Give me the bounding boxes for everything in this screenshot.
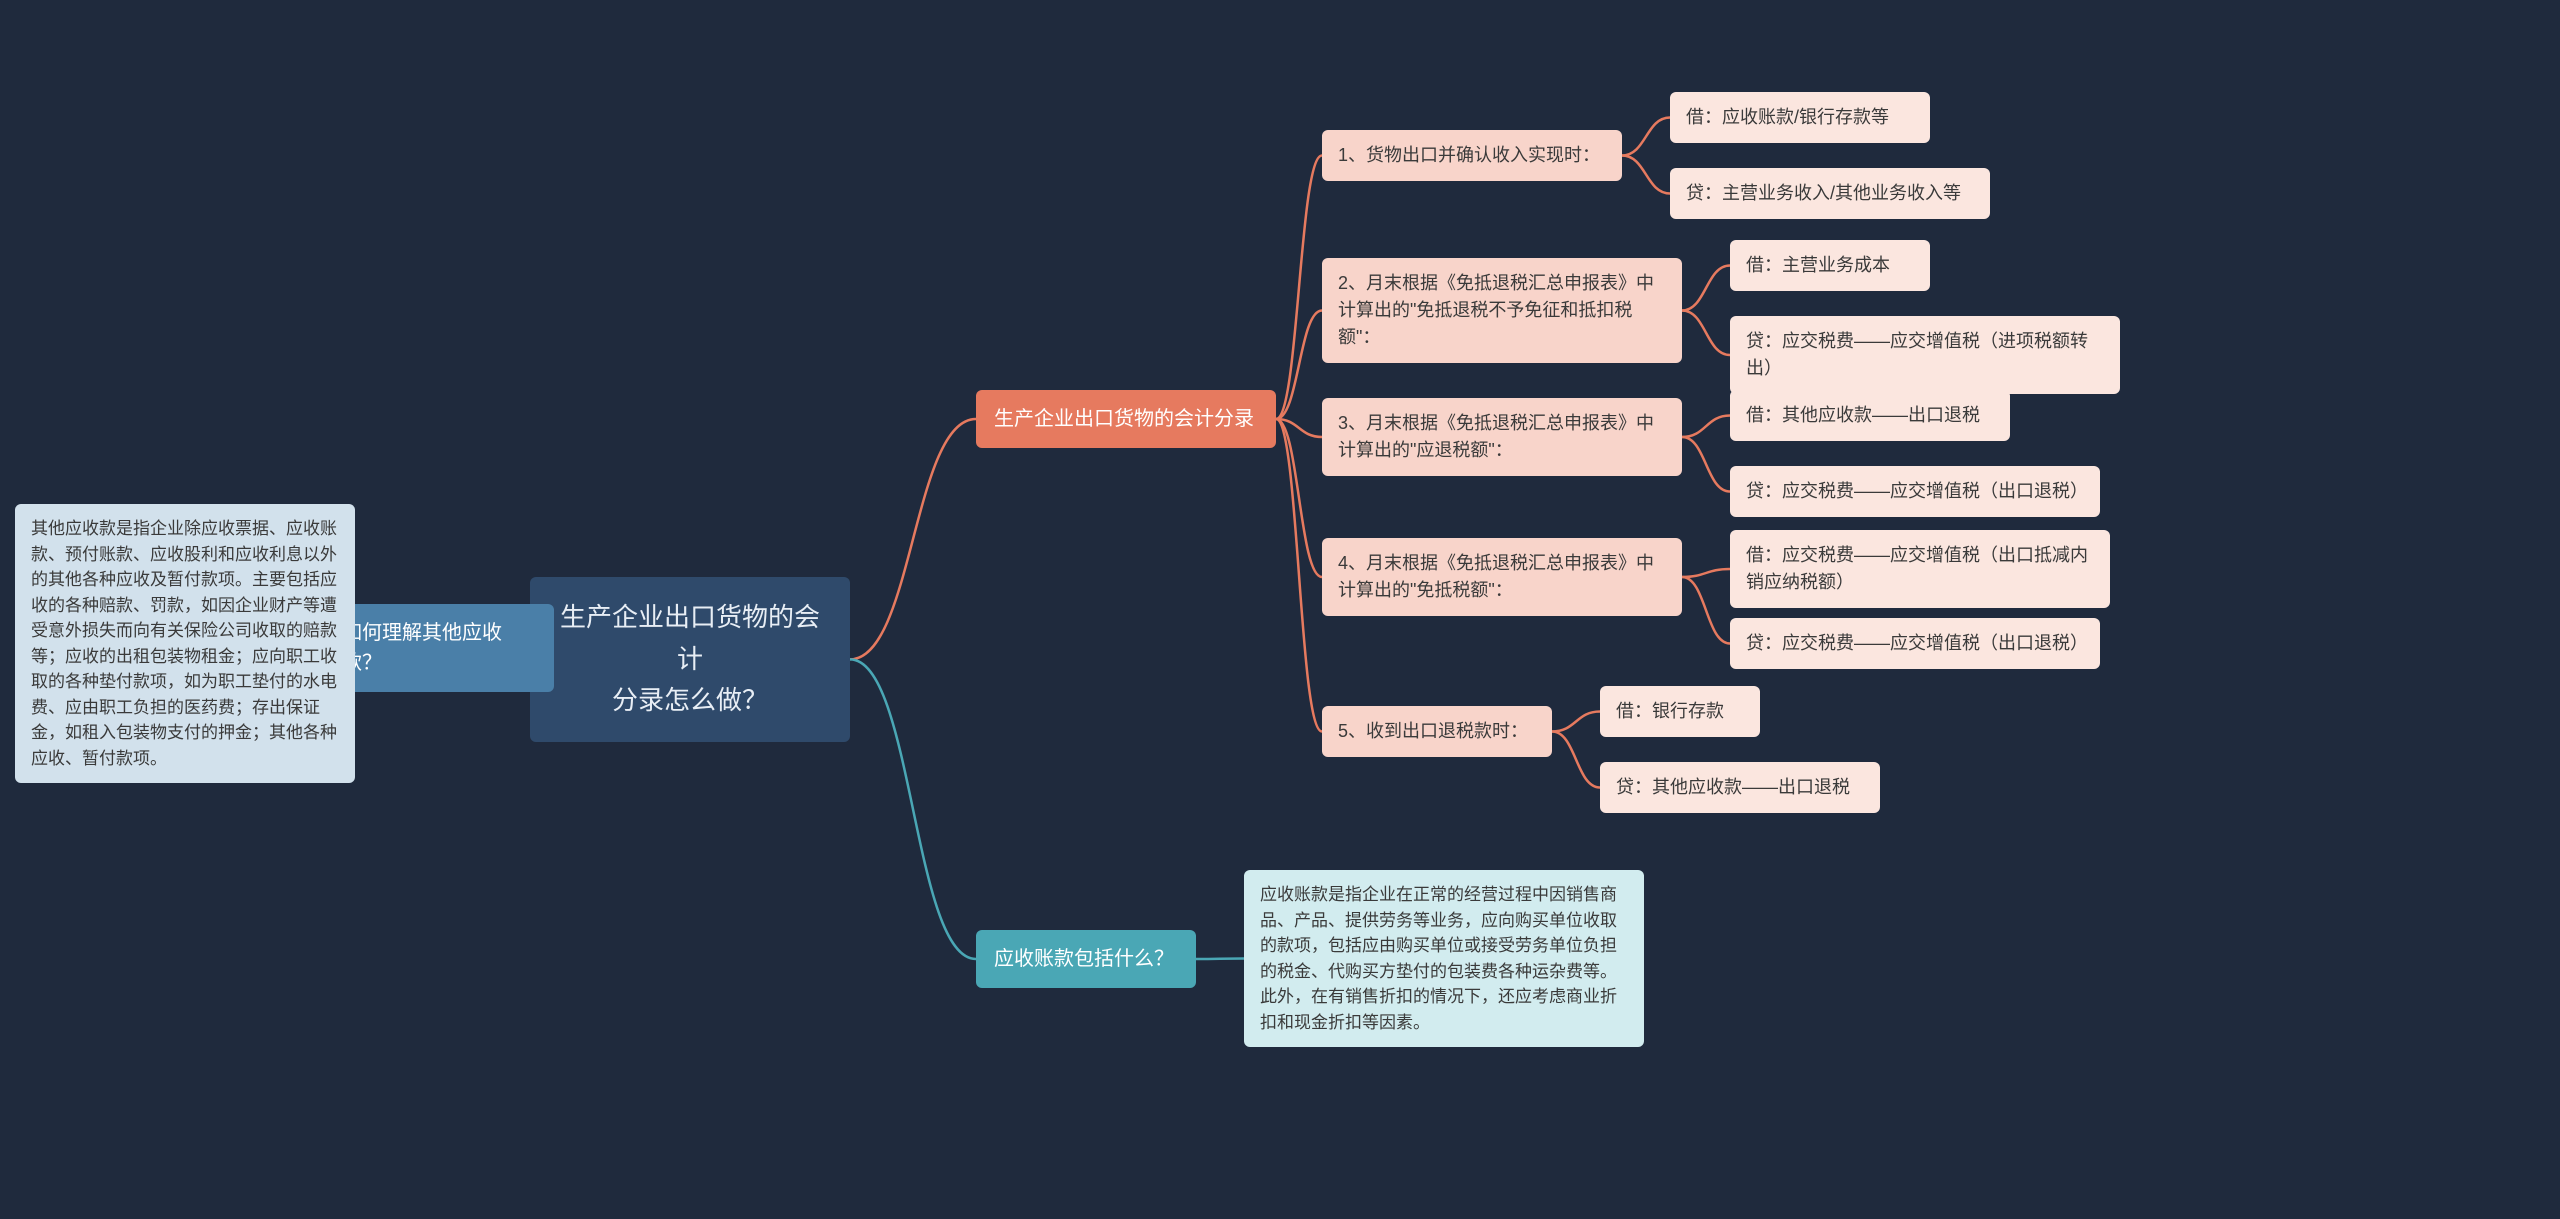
node-r1c3b: 贷：应交税费——应交增值税（出口退税） [1730, 466, 2100, 517]
node-r1c4a: 借：应交税费——应交增值税（出口抵减内销应纳税额） [1730, 530, 2110, 608]
edge-r1-r1c3 [1276, 419, 1322, 437]
edge-root-r1 [850, 419, 976, 659]
node-r1c5a: 借：银行存款 [1600, 686, 1760, 737]
edge-r1c4-r1c4a [1682, 569, 1730, 577]
edge-r1c5-r1c5a [1552, 712, 1600, 732]
edge-r1-r1c4 [1276, 419, 1322, 577]
node-r1c1: 1、货物出口并确认收入实现时： [1322, 130, 1622, 181]
node-r1: 生产企业出口货物的会计分录 [976, 390, 1276, 448]
edge-r1-r1c5 [1276, 419, 1322, 732]
edge-r1c3-r1c3a [1682, 416, 1730, 438]
edge-r1c1-r1c1b [1622, 156, 1670, 194]
edge-r1-r1c2 [1276, 311, 1322, 420]
root-topic: 生产企业出口货物的会计 分录怎么做？ [530, 577, 850, 742]
node-r1c2: 2、月末根据《免抵退税汇总申报表》中计算出的"免抵退税不予免征和抵扣税额"： [1322, 258, 1682, 363]
edge-r1c3-r1c3b [1682, 437, 1730, 492]
node-l1: 如何理解其他应收款？ [324, 604, 554, 692]
node-r1c2a: 借：主营业务成本 [1730, 240, 1930, 291]
node-l1c1: 其他应收款是指企业除应收票据、应收账款、预付账款、应收股利和应收利息以外的其他各… [15, 504, 355, 783]
node-r1c3: 3、月末根据《免抵退税汇总申报表》中计算出的"应退税额"： [1322, 398, 1682, 476]
edge-r1-r1c1 [1276, 156, 1322, 420]
node-r2: 应收账款包括什么？ [976, 930, 1196, 988]
node-r1c4: 4、月末根据《免抵退税汇总申报表》中计算出的"免抵税额"： [1322, 538, 1682, 616]
node-r1c1a: 借：应收账款/银行存款等 [1670, 92, 1930, 143]
node-r1c5b: 贷：其他应收款——出口退税 [1600, 762, 1880, 813]
node-r1c3a: 借：其他应收款——出口退税 [1730, 390, 2010, 441]
node-r1c5: 5、收到出口退税款时： [1322, 706, 1552, 757]
edge-r2-r2c1 [1196, 959, 1244, 960]
edge-r1c1-r1c1a [1622, 118, 1670, 156]
edge-r1c5-r1c5b [1552, 732, 1600, 788]
node-r1c4b: 贷：应交税费——应交增值税（出口退税） [1730, 618, 2100, 669]
edge-r1c2-r1c2a [1682, 266, 1730, 311]
node-r2c1: 应收账款是指企业在正常的经营过程中因销售商品、产品、提供劳务等业务，应向购买单位… [1244, 870, 1644, 1047]
edge-root-r2 [850, 659, 976, 959]
node-r1c2b: 贷：应交税费——应交增值税（进项税额转出） [1730, 316, 2120, 394]
edge-r1c2-r1c2b [1682, 311, 1730, 356]
edge-r1c4-r1c4b [1682, 577, 1730, 644]
node-r1c1b: 贷：主营业务收入/其他业务收入等 [1670, 168, 1990, 219]
